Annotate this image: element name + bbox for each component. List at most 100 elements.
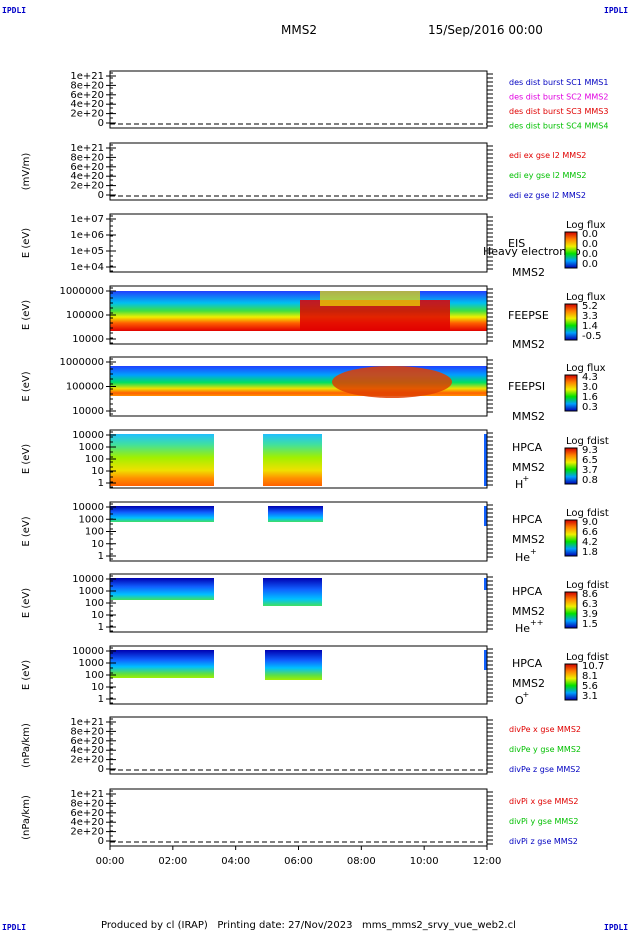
plot-title: MMS2 <box>281 23 317 37</box>
colorbar-tick-hpca_he: 4.2 <box>582 537 598 548</box>
panel-frame-density <box>109 70 488 129</box>
colorbar-tick-hpca_he: 6.6 <box>582 527 598 538</box>
legend-entry-divpe: divPe x gse MMS2 <box>509 725 581 734</box>
colorbar-tick-hpca_o: 8.1 <box>582 671 598 682</box>
ytick-label-hpca_hepp: 10000 <box>72 574 104 585</box>
plot-date: 15/Sep/2016 00:00 <box>428 23 543 37</box>
colorbar-tick-feepse: 3.3 <box>582 311 598 322</box>
charge-label-hpca_h: + <box>523 474 530 483</box>
colorbar-title-feepse: Log flux <box>566 292 606 303</box>
colorbar-hpca_o <box>564 663 578 701</box>
species-label-hpca_o: O <box>515 694 524 707</box>
ytick-label-divpe: 2e+20 <box>70 755 104 766</box>
ytick-label-divpe: 6e+20 <box>70 736 104 747</box>
feepsi-hot-region <box>332 366 452 398</box>
ytick-label-hpca_o: 10000 <box>72 646 104 657</box>
charge-label-hpca_he: + <box>530 547 537 556</box>
colorbar-title-hpca_hepp: Log fdist <box>566 580 609 591</box>
ylabel-hpca_hepp: E (eV) <box>21 588 32 618</box>
ytick-label-hpca_he: 10 <box>91 539 104 550</box>
colorbar-tick-hpca_o: 10.7 <box>582 661 604 672</box>
legend-entry-density: des dist burst SC1 MMS1 <box>509 78 608 87</box>
footer-text: Produced by cl (IRAP) Printing date: 27/… <box>101 920 516 931</box>
legend-entry-divpi: divPi y gse MMS2 <box>509 817 578 826</box>
spacecraft-label-feepse: MMS2 <box>512 338 545 351</box>
ytick-label-hpca_he: 100 <box>85 527 104 538</box>
spacecraft-label-hpca_he: MMS2 <box>512 533 545 546</box>
xtick-label: 06:00 <box>284 856 313 867</box>
ytick-label-density: 6e+20 <box>70 90 104 101</box>
hpca-h-block-3 <box>484 434 487 486</box>
spacecraft-label-hpca_o: MMS2 <box>512 677 545 690</box>
colorbar-tick-eis: 0.0 <box>582 239 598 250</box>
corner-label-tr: IPDLI <box>604 6 629 15</box>
legend-entry-edi: edi ex gse l2 MMS2 <box>509 151 586 160</box>
ytick-label-hpca_h: 10000 <box>72 430 104 441</box>
ytick-label-hpca_hepp: 1000 <box>79 586 104 597</box>
colorbar-tick-feepsi: 3.0 <box>582 382 598 393</box>
hpca-he-block-3 <box>484 506 487 526</box>
extra-label-eis: Heavy electron to <box>483 245 581 258</box>
colorbar-tick-feepse: 1.4 <box>582 321 598 332</box>
colorbar-tick-feepsi: 4.3 <box>582 372 598 383</box>
xtick-label: 00:00 <box>96 856 125 867</box>
ytick-label-eis: 1e+04 <box>70 262 104 273</box>
colorbar-tick-feepsi: 1.6 <box>582 392 598 403</box>
ylabel-edi: (mV/m) <box>21 153 32 191</box>
legend-entry-divpe: divPe y gse MMS2 <box>509 745 581 754</box>
hpca-hepp-block-1 <box>110 578 214 600</box>
colorbar-title-hpca_he: Log fdist <box>566 508 609 519</box>
ytick-label-hpca_o: 1000 <box>79 658 104 669</box>
ytick-label-hpca_h: 1000 <box>79 442 104 453</box>
ylabel-eis: E (eV) <box>21 228 32 258</box>
ytick-label-eis: 1e+06 <box>70 230 104 241</box>
corner-label-tl: IPDLI <box>2 6 27 15</box>
ytick-label-density: 1e+21 <box>70 71 104 82</box>
ytick-label-hpca_hepp: 10 <box>91 610 104 621</box>
colorbar-hpca_hepp <box>564 591 578 629</box>
legend-entry-density: des dist burst SC3 MMS3 <box>509 107 608 116</box>
ytick-label-edi: 1e+21 <box>70 143 104 154</box>
colorbar-hpca_he <box>564 519 578 557</box>
xtick-label: 10:00 <box>410 856 439 867</box>
ytick-label-edi: 6e+20 <box>70 162 104 173</box>
spacecraft-label-eis: MMS2 <box>512 266 545 279</box>
ytick-label-hpca_h: 10 <box>91 466 104 477</box>
ytick-label-divpe: 1e+21 <box>70 717 104 728</box>
colorbar-tick-hpca_hepp: 8.6 <box>582 589 598 600</box>
ylabel-hpca_o: E (eV) <box>21 660 32 690</box>
ytick-label-edi: 8e+20 <box>70 152 104 163</box>
hpca-hepp-block-3 <box>484 578 487 590</box>
spacecraft-label-hpca_h: MMS2 <box>512 461 545 474</box>
instrument-label-feepsi: FEEPSI <box>508 380 545 393</box>
ytick-label-hpca_he: 1 <box>98 551 104 562</box>
ylabel-hpca_h: E (eV) <box>21 444 32 474</box>
ytick-label-hpca_hepp: 1 <box>98 622 104 633</box>
legend-entry-density: des dist burst SC2 MMS2 <box>509 93 608 102</box>
legend-entry-divpi: divPi x gse MMS2 <box>509 797 578 806</box>
species-label-hpca_h: H <box>515 478 523 491</box>
colorbar-tick-hpca_hepp: 1.5 <box>582 619 598 630</box>
ytick-label-feepse: 1000000 <box>59 286 104 297</box>
ytick-label-edi: 2e+20 <box>70 181 104 192</box>
instrument-label-hpca_h: HPCA <box>512 441 543 454</box>
ytick-label-divpi: 4e+20 <box>70 817 104 828</box>
hpca-he-block-1 <box>110 506 214 522</box>
ytick-label-feepsi: 10000 <box>72 406 104 417</box>
ytick-label-feepsi: 100000 <box>66 382 104 393</box>
colorbar-tick-hpca_o: 3.1 <box>582 691 598 702</box>
ytick-label-divpe: 4e+20 <box>70 745 104 756</box>
instrument-label-eis: EIS <box>508 237 525 250</box>
panel-frame-divpe <box>109 716 488 775</box>
hpca-hepp-block-2 <box>263 578 322 606</box>
instrument-label-hpca_o: HPCA <box>512 657 543 670</box>
feepse-yellow-region <box>320 291 420 306</box>
ytick-label-edi: 4e+20 <box>70 171 104 182</box>
corner-label-bl: IPDLI <box>2 923 27 932</box>
ytick-label-divpi: 0 <box>98 836 104 847</box>
ytick-label-density: 2e+20 <box>70 109 104 120</box>
ytick-label-feepse: 10000 <box>72 334 104 345</box>
ylabel-divpe: (nPa/km) <box>21 723 32 768</box>
legend-entry-divpe: divPe z gse MMS2 <box>509 765 580 774</box>
